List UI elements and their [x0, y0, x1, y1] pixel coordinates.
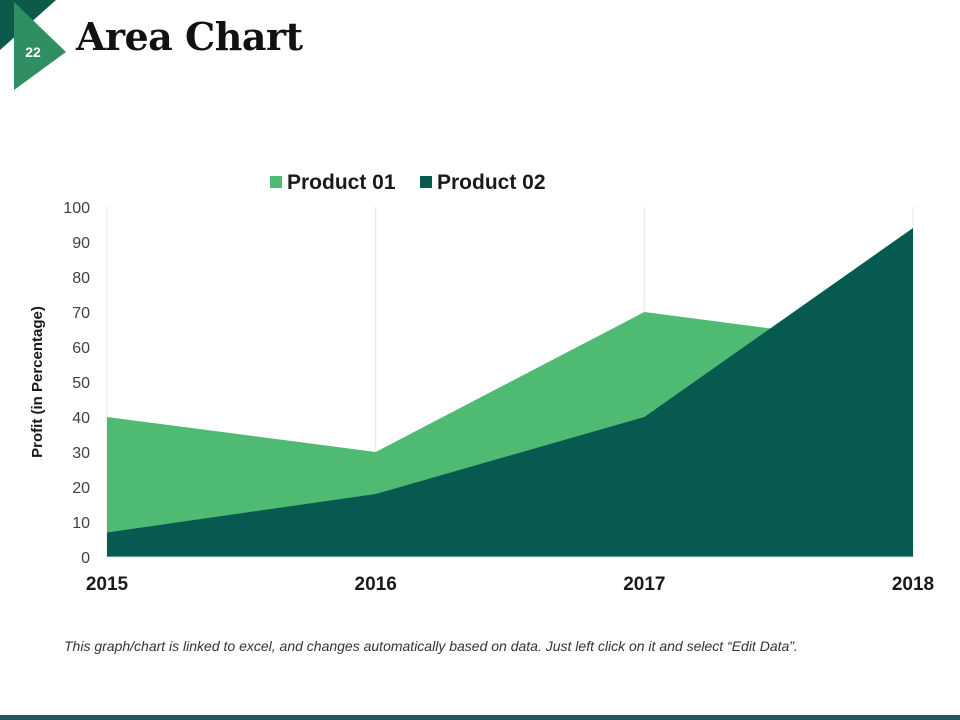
x-tick-label: 2016 — [355, 574, 397, 595]
y-tick-label: 0 — [81, 550, 90, 567]
bottom-accent-bar — [0, 715, 960, 720]
y-tick-label: 80 — [72, 270, 90, 287]
legend-label: Product 02 — [437, 171, 546, 194]
legend-swatch — [420, 176, 432, 188]
x-tick-label: 2015 — [86, 574, 129, 595]
y-tick-label: 90 — [72, 235, 90, 252]
slide-number: 22 — [25, 44, 41, 60]
legend-swatch — [270, 176, 282, 188]
slide-number-badge — [0, 0, 66, 90]
y-tick-label: 20 — [72, 480, 90, 497]
y-tick-label: 60 — [72, 340, 90, 357]
y-tick-label: 70 — [72, 305, 90, 322]
y-tick-label: 40 — [72, 410, 90, 427]
area-series-2[interactable] — [107, 228, 913, 557]
x-tick-label: 2017 — [623, 574, 665, 595]
legend-label: Product 01 — [287, 171, 396, 194]
y-tick-label: 30 — [72, 445, 90, 462]
y-axis-title: Profit (in Percentage) — [29, 306, 46, 458]
chart-footnote: This graph/chart is linked to excel, and… — [64, 638, 798, 654]
y-tick-label: 50 — [72, 375, 90, 392]
y-tick-label: 100 — [63, 200, 90, 217]
page-title: Area Chart — [76, 14, 303, 59]
y-tick-label: 10 — [72, 515, 90, 532]
x-tick-label: 2018 — [892, 574, 934, 595]
